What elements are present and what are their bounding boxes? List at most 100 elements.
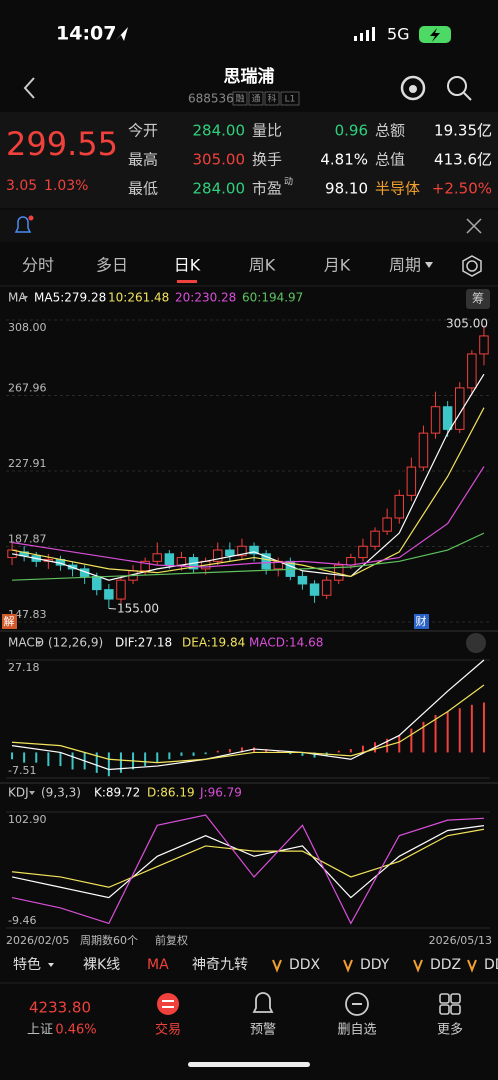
legend-item: (9,3,3) [41,786,81,800]
home-indicator [188,1062,310,1067]
nav-label: 更多 [437,1022,463,1038]
marker-box [414,614,429,629]
period-tab[interactable]: 周期 [389,256,421,275]
robot-icon[interactable] [400,75,426,101]
stat-label: 市盈 [252,180,282,198]
nav-item[interactable]: 更多 [437,993,463,1038]
legend-caret [29,791,35,795]
bell-dot [28,215,34,221]
tag-box [232,91,248,106]
y-tick-label: 102.90 [8,813,47,826]
date-start: 2026/02/05 [6,934,69,947]
indicator-tab[interactable]: 裸K线 [83,957,120,973]
y-tick-label: 267.96 [8,381,47,394]
period-count: 周期数60个 [80,934,138,947]
candle-body [104,589,114,600]
stat-label: 最高 [128,151,158,169]
nav-item[interactable]: 交易 [155,993,181,1038]
legend-item: MA [8,291,27,305]
period-caret [425,262,433,268]
stat-value: 4.81% [320,151,368,169]
period-tab[interactable]: 多日 [96,256,128,275]
indicator-tab[interactable]: 特色 [13,956,41,973]
period-tab[interactable]: 周K [249,256,276,275]
tab-underline [177,280,197,283]
y-tick-label: 308.00 [8,321,47,334]
nav-item[interactable]: 删自选 [337,992,377,1038]
chips-label: 筹 [472,292,484,306]
indicator-tab[interactable]: MA [147,957,169,973]
indicator-tab[interactable]: DDZ [430,957,461,973]
quote-panel [0,112,498,208]
indicator-tab[interactable]: 神奇九转 [192,956,248,973]
candle-body [467,353,477,389]
back-button[interactable] [23,77,35,99]
candle-body [225,549,235,557]
expand-button [466,633,486,653]
stat-label: 换手 [252,151,282,169]
candle-body [116,579,126,600]
low-label: 155.00 [117,602,159,616]
settings-hex [462,255,482,277]
candle-body [346,557,356,566]
candle-body [358,545,368,559]
candle-body [140,560,150,572]
stat-label: 今开 [128,122,158,140]
legend-item: MA5:279.28 [34,291,106,305]
indicator-tab[interactable]: DD [484,957,498,973]
stat-value: 284.00 [193,180,246,198]
indicator-line [11,407,485,578]
y-tick-label: -7.51 [8,764,36,777]
candle-body [249,545,259,555]
legend-item: 20:230.28 [175,291,236,305]
stat-value: 284.00 [193,122,246,140]
legend-item: MACD:14.68 [249,636,323,650]
period-tab[interactable]: 分时 [22,256,54,275]
nav-label: 删自选 [337,1023,376,1038]
bell-icon[interactable] [14,216,32,233]
candle-body [261,553,271,570]
indicator-tab[interactable]: DDY [360,957,390,973]
indicator-tab[interactable]: DDX [289,957,321,973]
tag: 科 [267,93,276,105]
search-button[interactable] [447,76,467,96]
stat-value: 413.6亿 [434,151,492,169]
candle-body [442,406,453,430]
tag-box [248,91,264,106]
y-tick-label: 147.83 [8,608,47,621]
candle-body [164,553,175,566]
nav-item[interactable]: 预警 [250,992,276,1038]
nav-icon [450,993,461,1004]
close-button[interactable] [466,218,482,234]
adjust-mode: 前复权 [155,933,188,947]
legend-caret [22,296,28,300]
robot-eye [409,85,417,93]
indicator-line [12,532,485,581]
alert-row [0,210,498,242]
settings-button[interactable] [466,260,478,272]
candle-body [92,575,102,591]
indicator-line [11,466,485,568]
nav-icon [450,1004,461,1015]
high-label: 305.00 [446,317,488,331]
nav-icon [439,1004,450,1015]
candle-body [418,432,429,468]
nav-icon [439,993,450,1004]
index-value: 4233.80 [29,999,91,1017]
y-tick-label: 187.87 [8,533,47,546]
indicator-line [11,814,484,925]
candle-body [297,575,308,585]
legend-item: DIF:27.18 [115,636,172,650]
tag-box [264,91,280,106]
candle-body [213,549,223,562]
legend-item: K:89.72 [94,786,140,800]
period-tab[interactable]: 月K [324,256,351,275]
price-change: 3.05 [6,178,37,194]
nav-label: 交易 [155,1022,181,1038]
index-name: 上证 [27,1023,53,1038]
indicator-v [272,959,282,973]
candle-body [176,557,187,566]
indicator-line [11,828,485,888]
period-tab[interactable]: 日K [174,256,201,275]
candle-body [382,517,392,532]
